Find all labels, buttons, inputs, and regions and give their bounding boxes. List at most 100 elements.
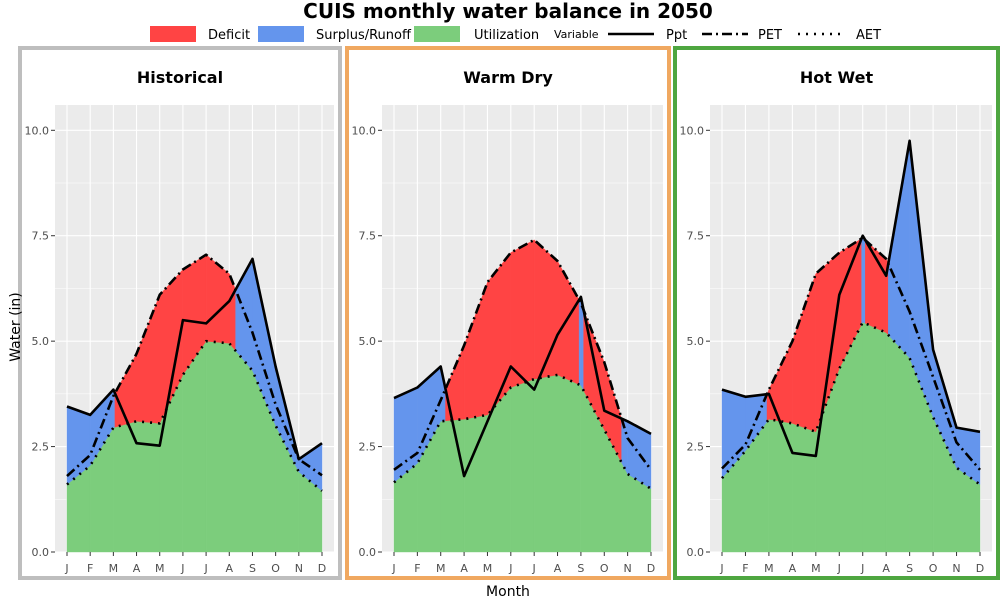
- y-tick-label: 10.0: [352, 124, 377, 137]
- panel-warm-dry: Warm Dry 0.0 2.5 5.0 7.5 10.0 J F M A M J J A S O N D: [345, 46, 671, 580]
- y-tick-label: 7.5: [687, 230, 705, 243]
- panel-title: Hot Wet: [800, 68, 874, 87]
- series-line-ppt: [393, 295, 652, 478]
- x-tick-label: S: [249, 562, 256, 575]
- legend-title-variable: Variable: [554, 28, 599, 41]
- utilization-area-segment: [534, 374, 558, 553]
- x-tick-label: A: [789, 562, 797, 575]
- series-line-pet: [66, 253, 323, 478]
- y-tick-label: 10.0: [680, 124, 705, 137]
- panel-hot-wet: Hot Wet 0.0 2.5 5.0 7.5 10.0 J F M A M J J A S O N D: [673, 46, 1000, 580]
- series-lines: [393, 238, 653, 490]
- chart-title: CUIS monthly water balance in 2050: [303, 0, 713, 23]
- panel-historical: Historical 0.0 2.5 5.0 7.5 10.0 J F M A M J J A S O N D: [18, 46, 342, 580]
- x-tick-label: S: [906, 562, 913, 575]
- x-tick-label: M: [811, 562, 821, 575]
- x-tick-label: M: [436, 562, 446, 575]
- y-tick-label: 2.5: [32, 441, 50, 454]
- series-line-ppt: [66, 257, 323, 461]
- x-tick-label: J: [64, 562, 68, 575]
- y-tick-label: 5.0: [687, 335, 705, 348]
- legend-label-ppt: Ppt: [666, 28, 687, 43]
- utilization-area-segment: [182, 340, 207, 553]
- y-axis: 0.0 2.5 5.0 7.5 10.0: [680, 124, 710, 559]
- x-tick-label: J: [719, 562, 723, 575]
- legend-label-aet: AET: [856, 28, 881, 43]
- panels: Historical 0.0 2.5 5.0 7.5 10.0 J F M A M J J A S O N D Wa…: [18, 46, 1000, 580]
- legend: Deficit Surplus/Runoff Utilization Varia…: [150, 26, 881, 43]
- utilization-area-segment: [113, 421, 137, 553]
- y-axis: 0.0 2.5 5.0 7.5 10.0: [25, 124, 55, 559]
- y-tick-label: 5.0: [32, 335, 50, 348]
- x-tick-label: M: [483, 562, 493, 575]
- legend-label-surplus: Surplus/Runoff: [316, 28, 412, 43]
- legend-swatch-utilization: [414, 26, 460, 42]
- y-axis-label: Water (in): [8, 292, 24, 362]
- x-tick-label: O: [271, 562, 280, 575]
- y-tick-label: 0.0: [32, 546, 50, 559]
- legend-label-utilization: Utilization: [474, 28, 539, 43]
- x-tick-label: J: [180, 562, 184, 575]
- panel-title: Historical: [137, 68, 223, 87]
- legend-swatch-surplus: [258, 26, 304, 42]
- x-tick-label: J: [532, 562, 536, 575]
- y-tick-label: 5.0: [359, 335, 377, 348]
- x-tick-label: N: [624, 562, 632, 575]
- utilization-area-segment: [557, 374, 582, 553]
- legend-swatch-deficit: [150, 26, 196, 42]
- x-tick-label: D: [647, 562, 655, 575]
- legend-label-deficit: Deficit: [208, 28, 250, 43]
- x-tick-label: A: [226, 562, 234, 575]
- deficit-area-segment: [510, 239, 535, 388]
- area-fills: [393, 239, 652, 553]
- surplus-area-segment: [578, 296, 582, 386]
- y-tick-label: 0.0: [687, 546, 705, 559]
- x-tick-label: A: [460, 562, 468, 575]
- x-tick-label: S: [577, 562, 584, 575]
- surplus-area-segment: [862, 234, 866, 324]
- y-tick-label: 0.0: [359, 546, 377, 559]
- series-line-aet: [721, 320, 981, 486]
- series-lines: [66, 253, 323, 492]
- utilization-area-segment: [768, 418, 793, 553]
- x-tick-label: J: [508, 562, 512, 575]
- x-tick-label: D: [976, 562, 984, 575]
- x-axis-label: Month: [486, 584, 530, 600]
- x-tick-label: O: [929, 562, 938, 575]
- y-tick-label: 2.5: [359, 441, 377, 454]
- series-lines: [721, 139, 981, 486]
- x-tick-label: N: [952, 562, 960, 575]
- x-tick-label: J: [837, 562, 841, 575]
- x-tick-label: F: [87, 562, 93, 575]
- x-tick-label: A: [133, 562, 141, 575]
- x-tick-label: F: [414, 562, 420, 575]
- y-tick-label: 2.5: [687, 441, 705, 454]
- series-line-pet: [393, 238, 653, 471]
- x-tick-label: M: [155, 562, 165, 575]
- panel-title: Warm Dry: [463, 68, 553, 87]
- utilization-area-segment: [205, 340, 230, 553]
- x-tick-label: M: [109, 562, 119, 575]
- utilization-area-segment: [886, 332, 910, 553]
- utilization-area-segment: [440, 418, 465, 553]
- series-line-pet: [721, 236, 981, 471]
- x-tick-label: J: [203, 562, 207, 575]
- legend-label-pet: PET: [758, 28, 782, 43]
- y-tick-label: 7.5: [359, 230, 377, 243]
- y-axis: 0.0 2.5 5.0 7.5 10.0: [352, 124, 382, 559]
- y-tick-label: 7.5: [32, 230, 50, 243]
- utilization-area-segment: [229, 342, 253, 553]
- x-tick-label: A: [882, 562, 890, 575]
- x-tick-label: A: [554, 562, 562, 575]
- utilization-area-segment: [510, 378, 535, 553]
- x-tick-label: F: [742, 562, 748, 575]
- deficit-area-segment: [534, 239, 558, 380]
- utilization-area-segment: [792, 423, 816, 553]
- x-tick-label: N: [295, 562, 303, 575]
- x-tick-label: J: [391, 562, 395, 575]
- utilization-area-segment: [862, 321, 887, 553]
- utilization-area-segment: [463, 414, 488, 553]
